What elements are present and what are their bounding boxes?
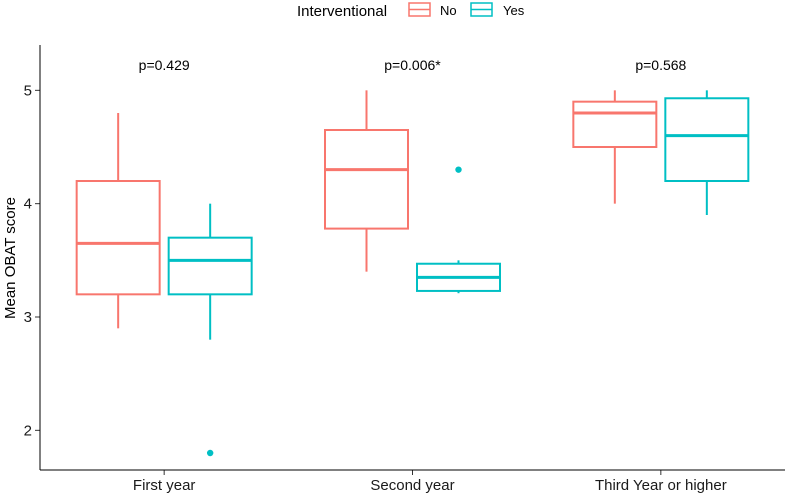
legend: Interventional No Yes: [297, 2, 525, 20]
outlier-point: [206, 449, 214, 457]
box-series: [75, 90, 750, 457]
legend-label-yes: Yes: [503, 3, 525, 18]
legend-title: Interventional: [297, 3, 387, 20]
y-tick-label: 2: [24, 422, 32, 439]
legend-label-no: No: [440, 3, 457, 18]
iqr-box: [75, 180, 161, 296]
y-axis-ticks: 2 3 4 5: [24, 82, 40, 439]
x-tick-label: Second year: [370, 477, 454, 493]
iqr-box: [167, 236, 253, 296]
p-value-label: p=0.429: [139, 57, 190, 73]
box-no-1: [75, 113, 161, 329]
iqr-box: [664, 97, 750, 182]
x-tick-label: First year: [133, 477, 196, 493]
y-axis-title: Mean OBAT score: [2, 197, 19, 319]
iqr-box: [324, 129, 409, 230]
y-tick-label: 4: [24, 196, 32, 213]
box-no-2: [324, 90, 409, 272]
y-tick-label: 5: [24, 82, 32, 99]
box-yes-3: [664, 90, 750, 215]
outlier-point: [455, 166, 462, 173]
p-value-label: p=0.568: [635, 57, 686, 73]
p-value-annotations: p=0.429 p=0.006* p=0.568: [139, 57, 687, 73]
box-yes-1: [167, 203, 253, 457]
y-tick-label: 3: [24, 309, 32, 326]
x-tick-label: Third Year or higher: [595, 477, 727, 493]
p-value-label: p=0.006*: [384, 57, 441, 73]
x-axis-ticks: First year Second year Third Year or highe…: [133, 470, 727, 493]
box-no-3: [572, 90, 658, 204]
iqr-box: [572, 100, 658, 148]
box-yes-2: [416, 166, 501, 294]
